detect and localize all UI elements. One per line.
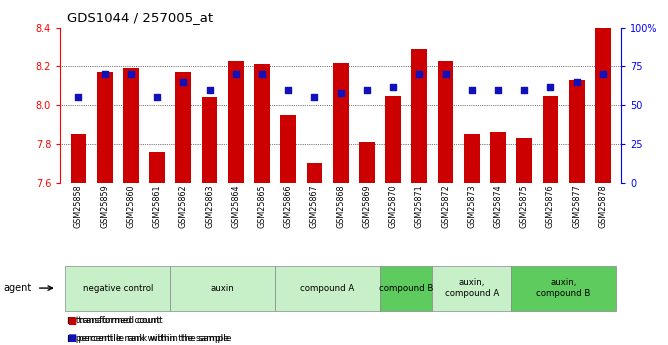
Text: GSM25873: GSM25873 [468,185,476,228]
Point [309,95,320,100]
Bar [568,80,584,183]
Point [73,95,84,100]
Text: ■: ■ [67,333,76,343]
Point [361,87,372,92]
Bar [275,266,380,311]
Text: transformed count: transformed count [70,316,160,325]
Text: GSM25867: GSM25867 [310,185,319,228]
Point [466,87,477,92]
Bar [380,266,432,311]
Text: GSM25871: GSM25871 [415,185,424,228]
Text: percentile rank within the sample: percentile rank within the sample [70,334,229,343]
Text: GSM25859: GSM25859 [100,185,109,228]
Text: negative control: negative control [83,284,153,293]
Bar [432,266,511,311]
Text: GSM25874: GSM25874 [494,185,502,228]
Text: ■ percentile rank within the sample: ■ percentile rank within the sample [67,334,231,343]
Point [335,90,346,96]
Point [388,84,399,89]
Bar [149,152,165,183]
Bar [228,61,244,183]
Text: auxin,
compound B: auxin, compound B [536,278,591,298]
Bar [176,72,191,183]
Text: GSM25877: GSM25877 [572,185,581,228]
Text: GSM25878: GSM25878 [599,185,607,228]
Bar [385,96,401,183]
Bar [254,65,270,183]
Point [257,71,267,77]
Text: GSM25865: GSM25865 [258,185,267,228]
Bar [170,266,275,311]
Point [414,71,425,77]
Text: GSM25872: GSM25872 [441,185,450,228]
Text: GSM25861: GSM25861 [152,185,162,228]
Point [440,71,451,77]
Bar [511,266,616,311]
Text: GSM25875: GSM25875 [520,185,529,228]
Bar [97,72,113,183]
Bar [307,164,323,183]
Bar [438,61,454,183]
Text: compound A: compound A [301,284,355,293]
Text: ■ transformed count: ■ transformed count [67,316,162,325]
Text: GSM25868: GSM25868 [336,185,345,228]
Bar [65,266,170,311]
Bar [71,134,86,183]
Text: GSM25864: GSM25864 [231,185,240,228]
Bar [333,62,349,183]
Point [571,79,582,85]
Text: ■: ■ [67,316,76,326]
Bar [359,142,375,183]
Point [493,87,504,92]
Bar [490,132,506,183]
Text: compound B: compound B [379,284,434,293]
Bar [123,68,139,183]
Point [126,71,136,77]
Point [545,84,556,89]
Point [100,71,110,77]
Point [519,87,530,92]
Text: GSM25870: GSM25870 [389,185,397,228]
Bar [411,49,428,183]
Text: GSM25860: GSM25860 [126,185,136,228]
Text: GSM25876: GSM25876 [546,185,555,228]
Text: GSM25858: GSM25858 [74,185,83,228]
Text: GSM25866: GSM25866 [284,185,293,228]
Bar [281,115,296,183]
Bar [202,98,218,183]
Point [178,79,188,85]
Point [598,71,609,77]
Bar [542,96,558,183]
Text: GSM25869: GSM25869 [363,185,371,228]
Point [152,95,162,100]
Point [204,87,215,92]
Text: GSM25862: GSM25862 [179,185,188,228]
Text: auxin: auxin [211,284,234,293]
Point [283,87,293,92]
Text: GSM25863: GSM25863 [205,185,214,228]
Text: agent: agent [3,283,31,293]
Bar [595,28,611,183]
Bar [516,138,532,183]
Text: GDS1044 / 257005_at: GDS1044 / 257005_at [67,11,213,24]
Bar [464,134,480,183]
Text: auxin,
compound A: auxin, compound A [445,278,499,298]
Point [230,71,241,77]
